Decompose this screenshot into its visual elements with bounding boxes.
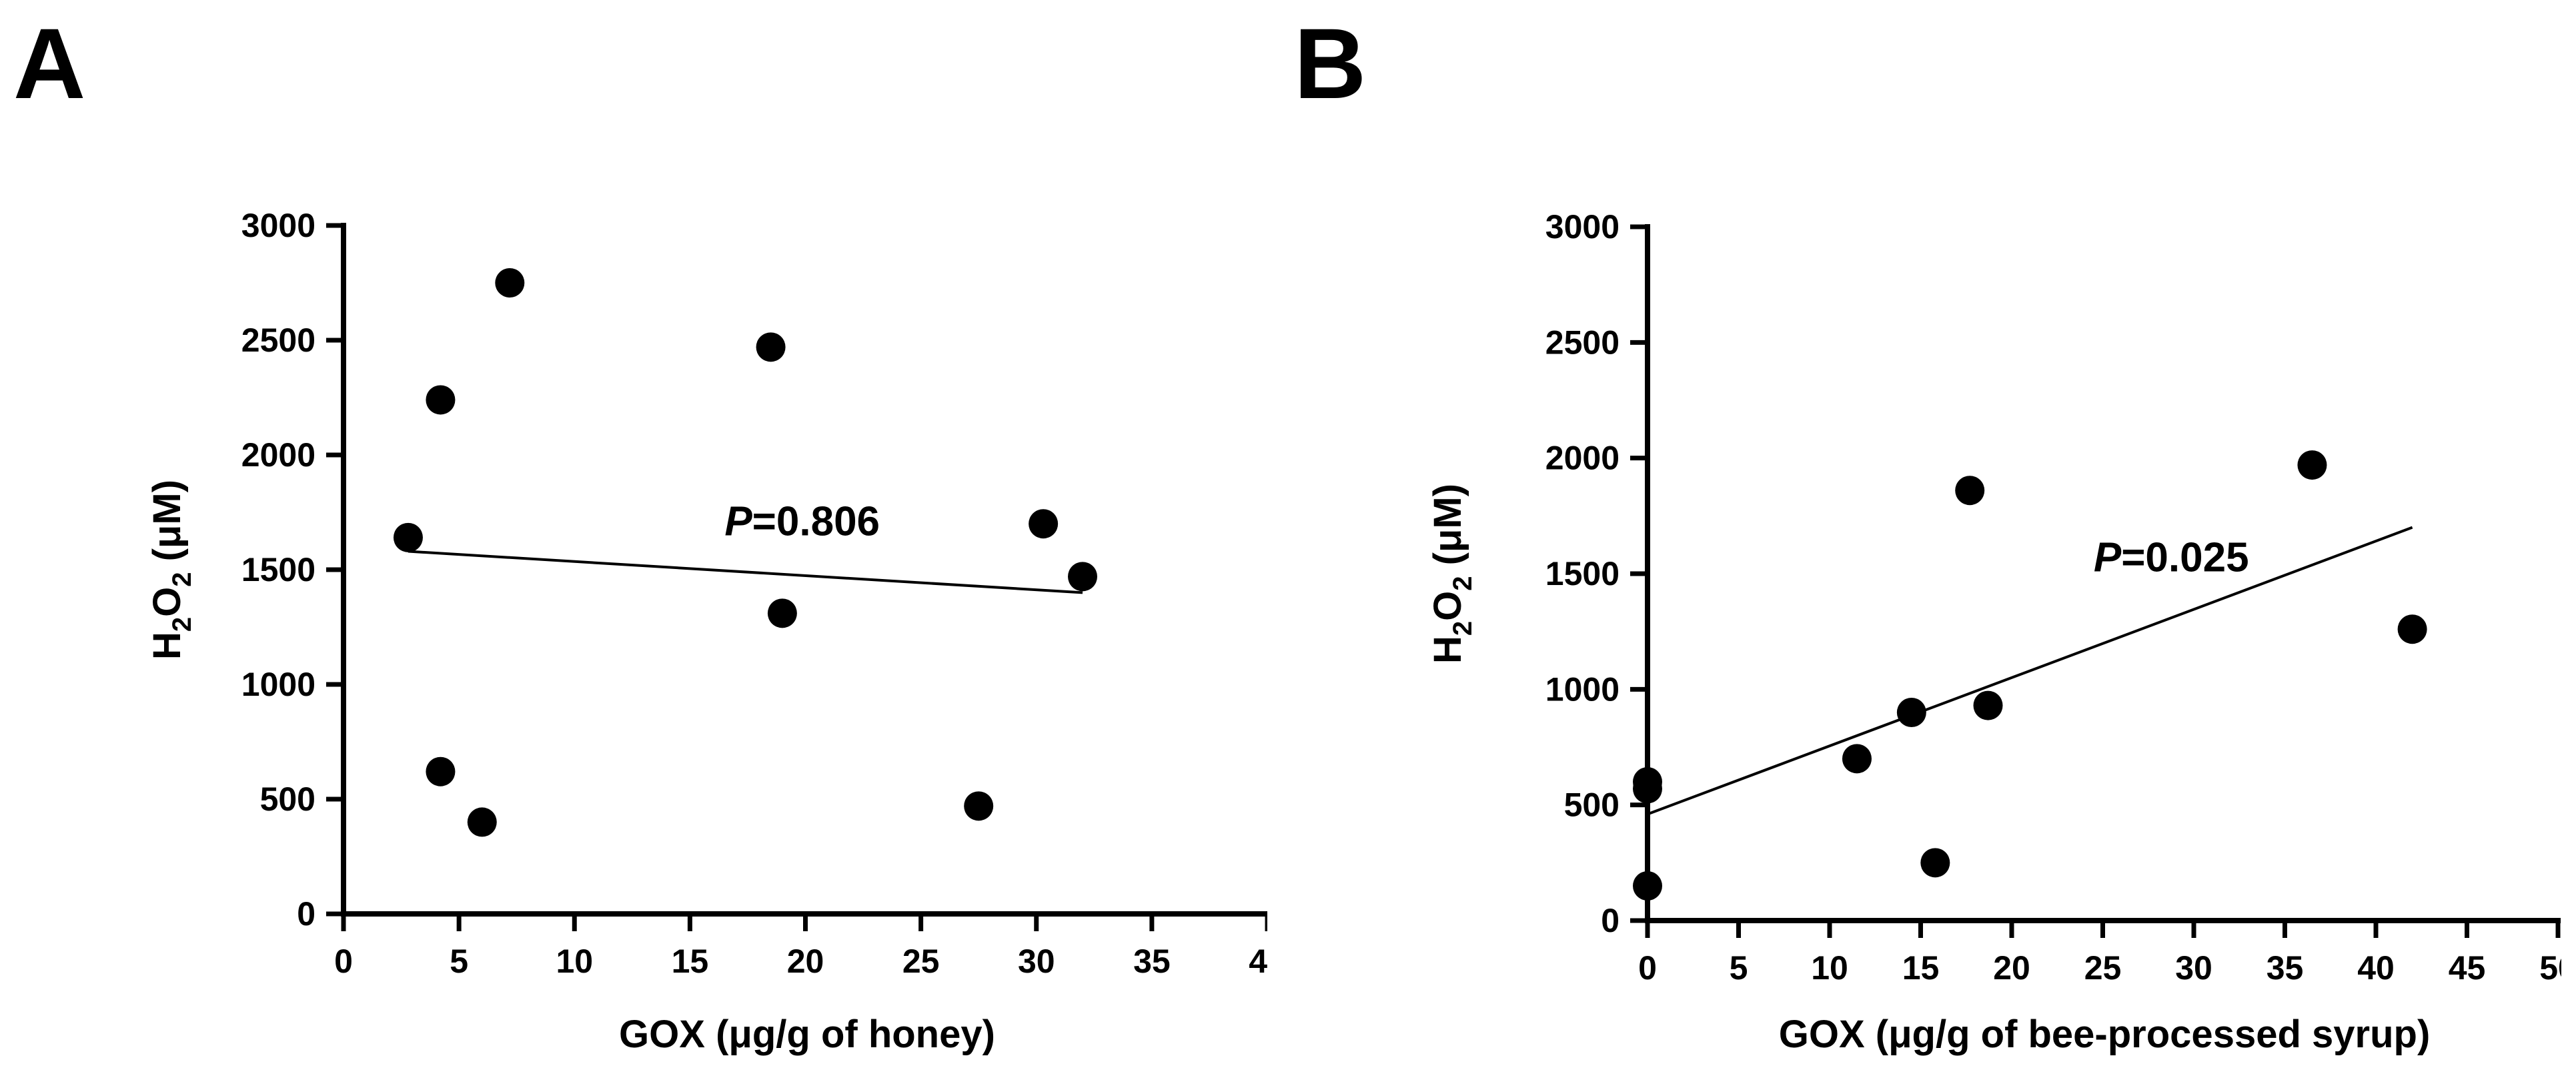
data-point [393, 522, 423, 552]
panel-a-letter: A [13, 7, 86, 119]
x-tick-label: 30 [2175, 949, 2212, 987]
x-tick-label: 15 [672, 943, 709, 980]
x-tick-label: 10 [556, 943, 593, 980]
y-axis-label-text: H2O2 (μM) [145, 480, 197, 660]
x-tick-label: 25 [2084, 949, 2122, 987]
data-point [2297, 450, 2327, 480]
x-tick-label: 35 [2267, 949, 2304, 987]
regression-line [1647, 526, 2413, 816]
x-tick-label: 5 [450, 943, 468, 980]
scatter-chart-b: 0 500 1000 1500 2000 2500 3000 0 5 10 15 20 25 30 35 40… [1426, 208, 2561, 1056]
data-point [426, 385, 456, 415]
y-tick-label: 1500 [241, 551, 315, 588]
y-tick-label: 500 [260, 780, 315, 818]
y-tick-label: 3000 [241, 207, 315, 244]
x-axis-label-prefix: GOX ( [1779, 1013, 1889, 1056]
data-point [2397, 614, 2427, 644]
x-axis-label: GOX (μg/g of honey) [619, 1013, 995, 1056]
y-tick-label: 0 [297, 895, 315, 933]
x-tick-label: 25 [902, 943, 940, 980]
data-point [756, 332, 786, 362]
p-value-annotation: P=0.025 [2094, 535, 2249, 581]
data-point [767, 598, 797, 628]
y-label-sub1: 2 [167, 617, 197, 632]
x-axis-label-unit: μg/g of bee-processed syrup) [1888, 1013, 2430, 1056]
p-value-annotation: P=0.806 [724, 498, 880, 544]
x-tick-label: 10 [1811, 949, 1848, 987]
y-tick-label: 2500 [241, 322, 315, 359]
p-value-number: =0.806 [752, 498, 880, 544]
data-point [1029, 509, 1059, 539]
scatter-chart-a: 0 500 1000 1500 2000 2500 3000 0 5 10 15 20 25 30 35 40… [145, 207, 1267, 1056]
y-tick-label: 2000 [241, 436, 315, 474]
x-tick-label: 15 [1902, 949, 1940, 987]
y-tick-label: 1000 [1545, 670, 1620, 708]
data-point [1896, 698, 1926, 727]
x-tick-label: 0 [1638, 949, 1657, 987]
y-tick-label: 1000 [241, 666, 315, 703]
data-point [495, 268, 525, 298]
p-value-letter: P [2094, 535, 2122, 581]
y-axis-label: H2O2 (μM) [1426, 484, 1477, 664]
data-point [1068, 562, 1097, 592]
y-axis-label: H2O2 (μM) [145, 480, 197, 660]
data-point [426, 756, 456, 786]
data-point [1633, 774, 1662, 804]
y-label-sub2: 2 [1448, 576, 1477, 591]
y-label-unit: (μM) [1426, 484, 1469, 576]
y-label-h: H [1426, 636, 1469, 664]
y-tick-label: 2500 [1545, 324, 1620, 361]
data-point [1955, 476, 1985, 506]
x-tick-label: 5 [1730, 949, 1748, 987]
y-label-o: O [1426, 591, 1469, 621]
y-label-o: O [145, 587, 189, 617]
x-axis-label-prefix: GOX ( [619, 1013, 729, 1056]
x-axis-label: GOX (μg/g of bee-processed syrup) [1779, 1013, 2431, 1056]
x-tick-label: 35 [1133, 943, 1171, 980]
x-axis-label-unit: μg/g of honey) [728, 1013, 995, 1056]
data-point [467, 807, 497, 837]
regression-line [408, 550, 1083, 594]
y-label-unit: (μM) [145, 480, 189, 572]
p-value-number: =0.025 [2121, 535, 2248, 581]
x-tick-label: 45 [2449, 949, 2486, 987]
p-value-letter: P [724, 498, 752, 544]
data-point [964, 791, 994, 821]
y-label-sub1: 2 [1448, 621, 1477, 636]
x-tick-label: 40 [2357, 949, 2395, 987]
x-tick-label: 20 [787, 943, 824, 980]
x-tick-label: 0 [334, 943, 353, 980]
x-tick-label: 50 [2539, 949, 2561, 987]
y-tick-label: 2000 [1545, 440, 1620, 477]
y-label-h: H [145, 632, 189, 660]
y-tick-label: 3000 [1545, 208, 1620, 245]
data-point [1633, 871, 1662, 901]
data-point [1842, 744, 1872, 774]
y-tick-label: 0 [1601, 902, 1620, 939]
x-tick-label: 30 [1018, 943, 1055, 980]
panel-b-letter: B [1294, 7, 1367, 119]
y-axis-label-text: H2O2 (μM) [1426, 484, 1477, 664]
x-tick-label: 20 [1993, 949, 2030, 987]
data-point [1920, 848, 1950, 878]
y-tick-label: 1500 [1545, 555, 1620, 592]
x-tick-label: 40 [1249, 943, 1267, 980]
y-tick-label: 500 [1564, 786, 1620, 824]
data-point [1973, 690, 2003, 720]
y-label-sub2: 2 [167, 572, 197, 587]
